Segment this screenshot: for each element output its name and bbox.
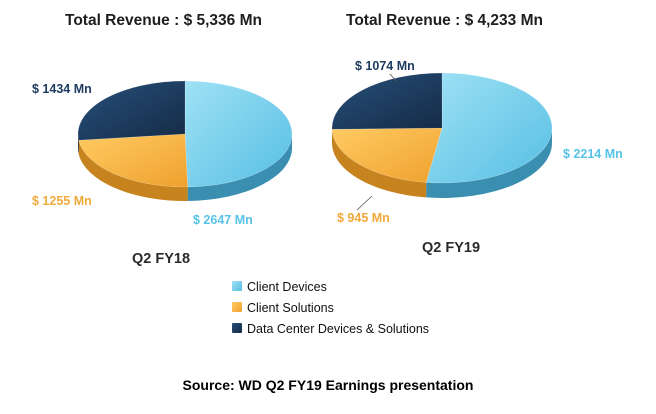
pie-slice-side (332, 129, 427, 198)
pie-slice (331, 127, 443, 183)
slice-data-label: $ 945 Mn (337, 211, 390, 225)
leader-line (389, 73, 398, 83)
pie-slice-side (187, 134, 292, 201)
pie-slice (184, 80, 293, 188)
pie-q2-fy19: $ 2214 Mn $ 945 Mn $ 1074 Mn (331, 59, 623, 225)
legend-swatch (232, 281, 242, 291)
slice-data-label: $ 2214 Mn (563, 147, 623, 161)
legend-label: Client Devices (247, 280, 327, 294)
pie-slice-side (78, 140, 188, 202)
pie-slice-side (78, 134, 79, 155)
chart-period-label: Q2 FY18 (132, 251, 190, 267)
pie-slice (331, 72, 443, 130)
pie-slice-side (426, 128, 552, 198)
legend-swatch (232, 302, 242, 312)
pie-slice (77, 80, 186, 141)
legend-label: Client Solutions (247, 301, 334, 315)
pie-chart-q2-fy19: Total Revenue : $ 4,233 Mn $ 2214 Mn $ 94… (331, 12, 623, 256)
legend-item-client-solutions: Client Solutions (232, 301, 334, 315)
source-note: Source: WD Q2 FY19 Earnings presentation (183, 377, 474, 393)
slice-data-label: $ 1434 Mn (32, 82, 92, 96)
pie-slice (425, 72, 553, 184)
slice-data-label: $ 1255 Mn (32, 194, 92, 208)
legend-label: Data Center Devices & Solutions (247, 322, 429, 336)
slice-data-label: $ 2647 Mn (193, 213, 253, 227)
leader-line (356, 195, 373, 211)
pie-slice (78, 133, 188, 188)
pie-chart-q2-fy18: Total Revenue : $ 5,336 Mn $ 2647 Mn $ 12… (32, 12, 293, 267)
chart-title: Total Revenue : $ 4,233 Mn (346, 12, 543, 29)
legend-swatch (232, 323, 242, 333)
legend: Client Devices Client Solutions Data Cen… (232, 280, 429, 336)
slice-data-label: $ 1074 Mn (355, 59, 415, 73)
chart-period-label: Q2 FY19 (422, 240, 480, 256)
legend-item-data-center: Data Center Devices & Solutions (232, 322, 429, 336)
chart-title: Total Revenue : $ 5,336 Mn (65, 12, 262, 29)
pie-q2-fy18: $ 2647 Mn $ 1255 Mn $ 1434 Mn (32, 80, 293, 227)
legend-item-client-devices: Client Devices (232, 280, 327, 294)
